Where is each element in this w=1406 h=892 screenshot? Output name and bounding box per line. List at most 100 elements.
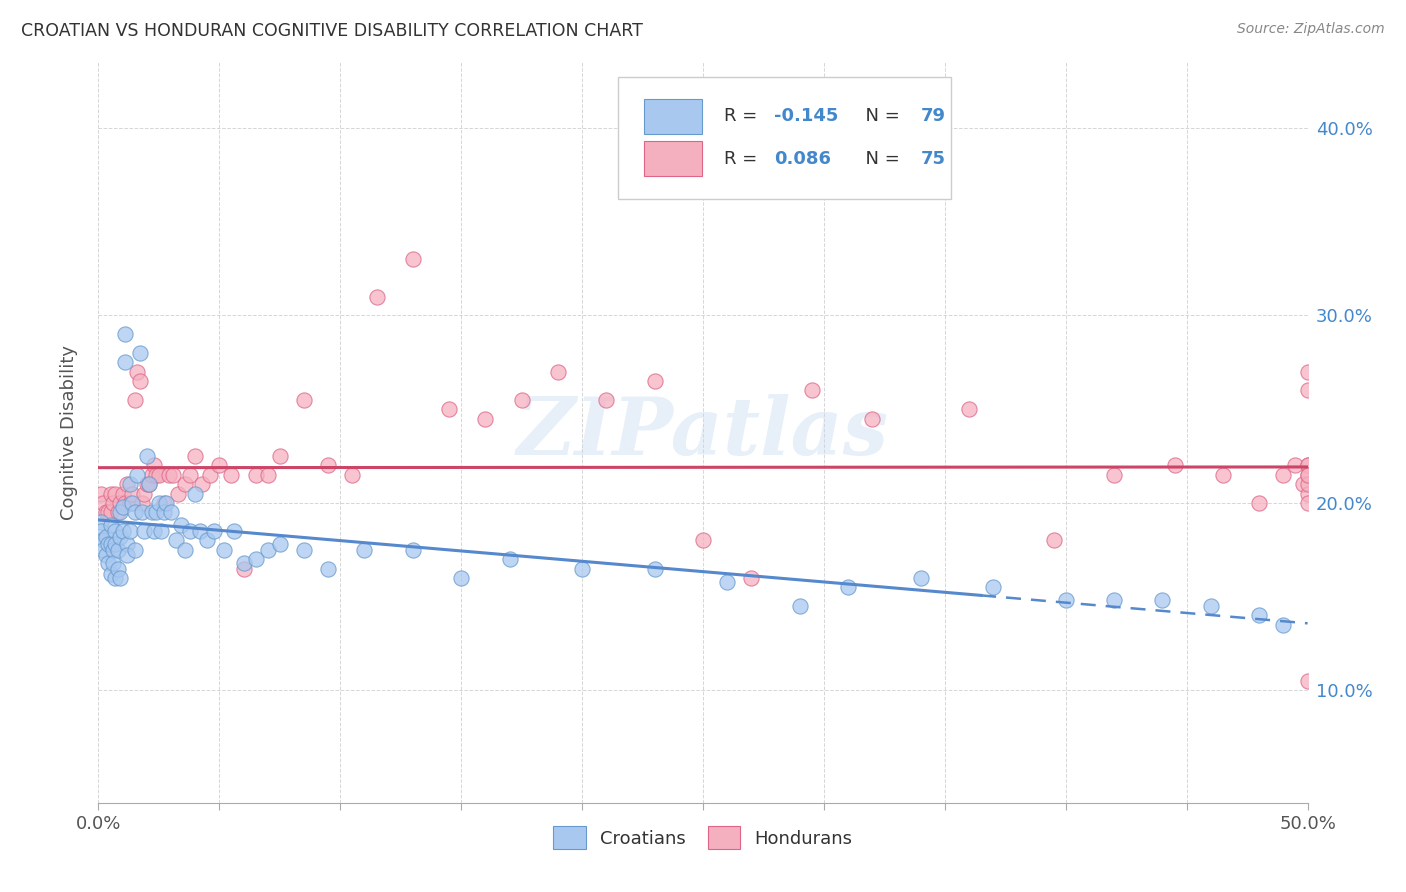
Point	[174, 542, 197, 557]
Point	[148, 496, 170, 510]
Y-axis label: Cognitive Disability: Cognitive Disability	[59, 345, 77, 520]
Point	[165, 533, 187, 548]
Point	[789, 599, 811, 613]
Point	[117, 549, 139, 563]
Point	[212, 542, 235, 557]
Text: ZIPatlas: ZIPatlas	[517, 394, 889, 471]
Point	[91, 496, 114, 510]
Point	[740, 571, 762, 585]
Point	[910, 571, 932, 585]
Point	[91, 533, 114, 548]
Point	[1296, 673, 1319, 688]
Point	[1296, 365, 1319, 379]
Point	[94, 505, 117, 519]
Point	[108, 571, 131, 585]
Point	[101, 542, 124, 557]
Point	[174, 477, 197, 491]
Point	[1042, 533, 1064, 548]
Point	[232, 556, 254, 570]
Point	[644, 561, 666, 575]
Point	[437, 402, 460, 417]
Point	[108, 496, 131, 510]
Point	[160, 505, 183, 519]
Text: N =: N =	[855, 150, 905, 168]
Point	[155, 496, 177, 510]
Point	[1163, 458, 1185, 473]
Point	[269, 449, 291, 463]
Point	[90, 486, 112, 500]
Point	[1249, 496, 1271, 510]
Point	[188, 524, 211, 538]
Point	[184, 449, 207, 463]
Point	[1296, 467, 1319, 482]
Point	[127, 467, 149, 482]
FancyBboxPatch shape	[619, 78, 950, 200]
Point	[138, 477, 160, 491]
Point	[111, 486, 134, 500]
Point	[571, 561, 593, 575]
Point	[97, 505, 120, 519]
Point	[474, 411, 496, 425]
Point	[101, 496, 124, 510]
Point	[114, 327, 136, 342]
Point	[1212, 467, 1234, 482]
Point	[104, 571, 127, 585]
Point	[184, 486, 207, 500]
Point	[198, 467, 221, 482]
Point	[1054, 593, 1077, 607]
Point	[128, 374, 150, 388]
Point	[100, 505, 122, 519]
Point	[222, 524, 245, 538]
Point	[256, 542, 278, 557]
Point	[957, 402, 980, 417]
Point	[256, 467, 278, 482]
Point	[107, 561, 129, 575]
Point	[141, 505, 163, 519]
Point	[145, 467, 167, 482]
FancyBboxPatch shape	[644, 99, 702, 135]
Point	[208, 458, 231, 473]
Point	[101, 556, 124, 570]
Point	[118, 477, 141, 491]
Point	[124, 542, 146, 557]
Point	[97, 556, 120, 570]
Point	[191, 477, 214, 491]
Point	[108, 530, 131, 544]
Point	[150, 524, 173, 538]
Point	[94, 549, 117, 563]
Point	[595, 392, 617, 407]
Point	[118, 524, 141, 538]
Point	[91, 542, 114, 557]
Point	[143, 524, 166, 538]
Point	[100, 518, 122, 533]
Point	[716, 574, 738, 589]
Point	[145, 505, 167, 519]
Point	[127, 365, 149, 379]
Point	[221, 467, 243, 482]
Point	[860, 411, 883, 425]
Point	[162, 467, 184, 482]
Point	[292, 542, 315, 557]
Text: N =: N =	[855, 108, 905, 126]
Point	[1272, 467, 1295, 482]
Point	[124, 505, 146, 519]
Point	[100, 567, 122, 582]
Text: -0.145: -0.145	[775, 108, 839, 126]
Point	[90, 524, 112, 538]
Point	[195, 533, 218, 548]
Point	[157, 467, 180, 482]
Text: R =: R =	[724, 108, 762, 126]
Point	[97, 537, 120, 551]
Point	[107, 505, 129, 519]
Text: Source: ZipAtlas.com: Source: ZipAtlas.com	[1237, 22, 1385, 37]
Point	[1102, 593, 1125, 607]
Point	[450, 571, 472, 585]
Point	[148, 467, 170, 482]
Point	[342, 467, 364, 482]
Point	[131, 496, 153, 510]
Point	[90, 515, 112, 529]
Point	[134, 486, 156, 500]
Text: CROATIAN VS HONDURAN COGNITIVE DISABILITY CORRELATION CHART: CROATIAN VS HONDURAN COGNITIVE DISABILIT…	[21, 22, 643, 40]
Point	[114, 355, 136, 369]
Point	[1296, 458, 1319, 473]
